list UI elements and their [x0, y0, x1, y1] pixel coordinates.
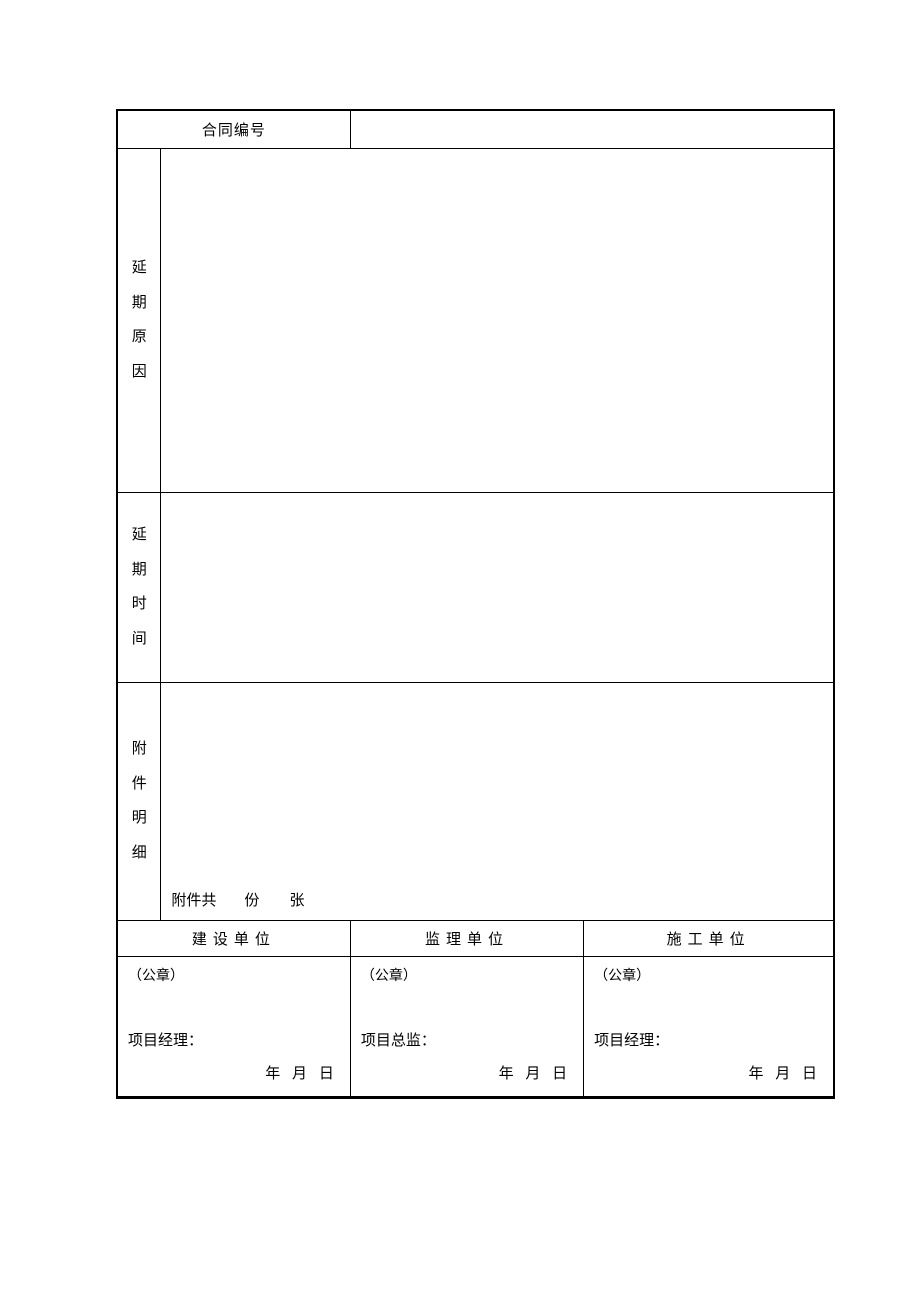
label-char: 延: [118, 251, 160, 286]
label-char: 附: [118, 732, 160, 767]
label-char: 明: [118, 801, 160, 836]
org-block-supervision[interactable]: （公章） 项目总监： 年 月 日: [350, 956, 583, 1096]
date-month-label: 月: [775, 1066, 790, 1082]
attachment-detail-value[interactable]: 附件共 份 张: [161, 682, 834, 920]
delay-time-value[interactable]: [161, 492, 834, 682]
date-day-label: 日: [552, 1066, 567, 1082]
label-char: 延: [118, 518, 160, 553]
date-line: 年 月 日: [594, 1062, 823, 1083]
attachment-copies-unit: 份: [244, 889, 259, 910]
delay-reason-value[interactable]: [161, 148, 834, 492]
label-char: 件: [118, 767, 160, 802]
label-char: 原: [118, 320, 160, 355]
attachment-sheets-unit: 张: [289, 889, 304, 910]
org-header-contractor: 施工单位: [584, 920, 834, 956]
delay-reason-label: 延 期 原 因: [117, 148, 161, 492]
label-char: 因: [118, 355, 160, 390]
seal-label: （公章）: [594, 965, 823, 985]
date-year-label: 年: [499, 1066, 514, 1082]
date-day-label: 日: [802, 1066, 817, 1082]
org-header-supervision: 监理单位: [350, 920, 583, 956]
label-char: 细: [118, 836, 160, 871]
org-block-contractor[interactable]: （公章） 项目经理： 年 月 日: [584, 956, 834, 1096]
seal-label: （公章）: [361, 965, 573, 985]
org-block-construction[interactable]: （公章） 项目经理： 年 月 日: [117, 956, 350, 1096]
date-month-label: 月: [292, 1066, 307, 1082]
date-day-label: 日: [319, 1066, 334, 1082]
attachment-prefix: 附件共: [171, 889, 216, 910]
contract-delay-form: 合同编号 延 期 原 因 延 期 时 间 附 件 明 细 附件共 份: [116, 109, 835, 1099]
role-label-project-manager: 项目经理：: [128, 1029, 340, 1050]
role-label-project-manager: 项目经理：: [594, 1029, 823, 1050]
delay-time-label: 延 期 时 间: [117, 492, 161, 682]
date-year-label: 年: [265, 1066, 280, 1082]
date-line: 年 月 日: [128, 1062, 340, 1083]
date-year-label: 年: [748, 1066, 763, 1082]
contract-number-label: 合同编号: [117, 110, 350, 148]
label-char: 期: [118, 286, 160, 321]
label-char: 期: [118, 553, 160, 588]
date-month-label: 月: [525, 1066, 540, 1082]
attachment-count-line: 附件共 份 张: [171, 889, 833, 910]
seal-label: （公章）: [128, 965, 340, 985]
label-char: 时: [118, 587, 160, 622]
org-header-construction: 建设单位: [117, 920, 350, 956]
role-label-chief-supervisor: 项目总监：: [361, 1029, 573, 1050]
label-char: 间: [118, 622, 160, 657]
contract-number-value[interactable]: [350, 110, 834, 148]
attachment-detail-label: 附 件 明 细: [117, 682, 161, 920]
date-line: 年 月 日: [361, 1062, 573, 1083]
